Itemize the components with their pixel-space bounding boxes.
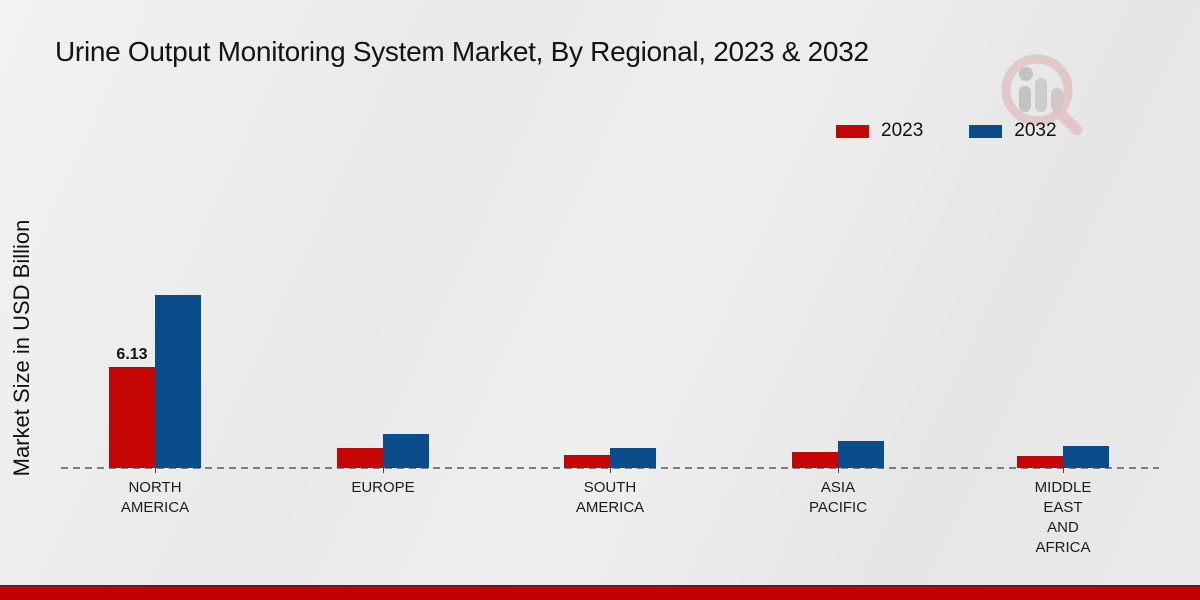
bar-2032-middle-east-and-africa xyxy=(1063,446,1109,468)
chart-title: Urine Output Monitoring System Market, B… xyxy=(55,36,869,67)
magnifier-bar-chart-watermark-icon xyxy=(1001,54,1083,136)
footer-accent-band xyxy=(0,585,1200,600)
legend-label-2032: 2032 xyxy=(1014,120,1057,141)
x-axis-tick xyxy=(383,468,384,473)
bar-2032-asia-pacific xyxy=(838,441,884,468)
legend-label-2023: 2023 xyxy=(881,120,924,141)
bar-2023-middle-east-and-africa xyxy=(1017,456,1063,468)
y-axis-label: Market Size in USD Billion xyxy=(9,219,34,477)
x-category-label-north-america: NORTH AMERICA xyxy=(120,479,190,516)
bar-2032-europe xyxy=(383,434,429,468)
bar-2023-south-america xyxy=(564,455,610,468)
x-axis-tick xyxy=(610,468,611,473)
x-category-label-asia-pacific: ASIA PACIFIC xyxy=(808,479,868,516)
legend-swatch-2023-icon xyxy=(836,124,869,138)
bar-2032-south-america xyxy=(610,448,656,468)
x-category-label-middle-east-and-africa: MIDDLE EAST AND AFRICA xyxy=(1034,479,1092,556)
legend-item-2032: 2032 xyxy=(969,120,1057,142)
x-axis-tick xyxy=(838,468,839,473)
bar-2023-europe xyxy=(337,448,383,468)
bar-2023-north-america xyxy=(109,367,155,468)
bar-value-label: 6.13 xyxy=(116,346,148,363)
bar-2023-asia-pacific xyxy=(792,452,838,468)
x-category-label-south-america: SOUTH AMERICA xyxy=(575,479,645,516)
x-category-label-europe: EUROPE xyxy=(351,479,415,496)
x-axis-tick xyxy=(155,468,156,473)
legend-swatch-2032-icon xyxy=(969,124,1003,138)
legend-item-2023: 2023 xyxy=(836,120,923,142)
chart-legend: 2023 2032 xyxy=(836,120,1057,142)
x-axis-tick xyxy=(1063,468,1064,473)
bar-2032-north-america xyxy=(155,295,201,468)
